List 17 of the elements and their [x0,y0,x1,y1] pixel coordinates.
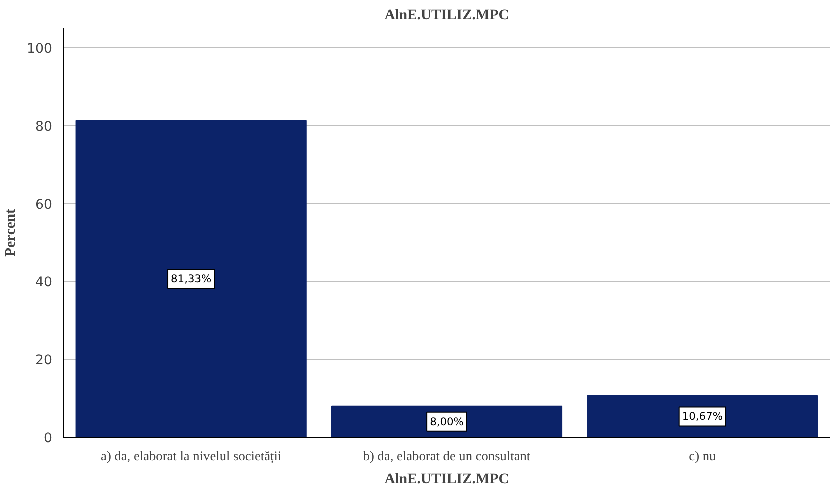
data-label: 8,00% [430,415,464,428]
y-tick-label: 100 [27,42,53,57]
data-label: 81,33% [171,272,212,286]
y-tick-label: 0 [44,432,53,446]
bar [587,395,818,438]
x-tick-label: b) da, elaborat de un consultant [363,448,531,464]
data-label: 10,67% [682,410,723,424]
y-tick-label: 80 [36,120,53,135]
y-tick-label: 40 [36,276,53,291]
y-tick-label: 60 [36,198,53,213]
chart-title: AlnE.UTILIZ.MPC [384,8,510,24]
x-axis-title: AlnE.UTILIZ.MPC [384,472,510,488]
bar [76,120,307,438]
y-axis-title: Percent [3,209,20,257]
x-tick-label: c) nu [689,448,717,464]
x-tick-label: a) da, elaborat la nivelul societății [101,448,282,464]
y-tick-label: 20 [36,354,53,369]
